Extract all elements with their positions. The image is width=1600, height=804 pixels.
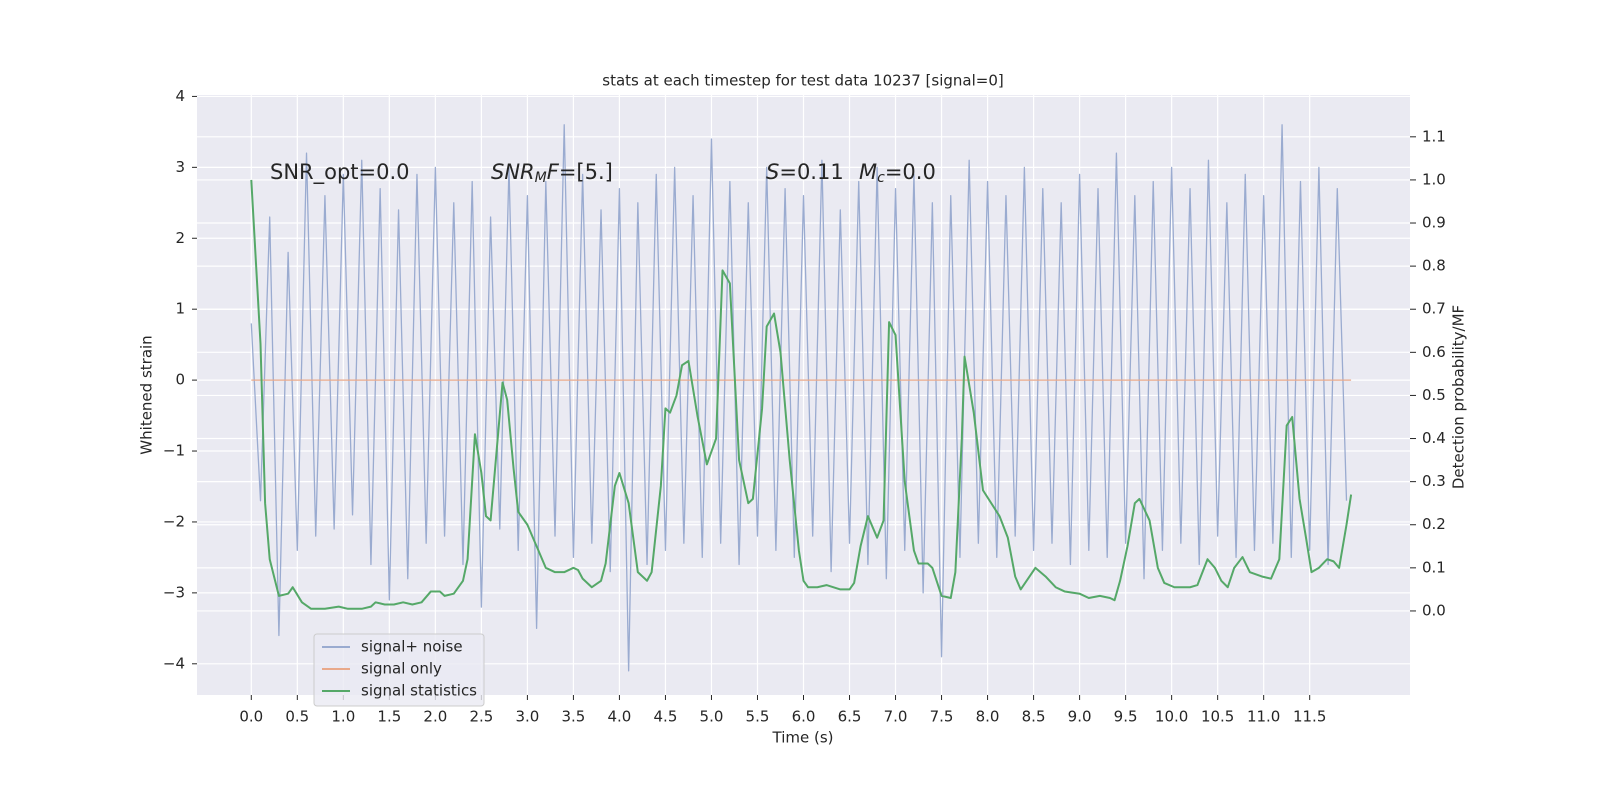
x-tick-label: 4.0 (608, 708, 632, 726)
annotation-part: SNR (491, 160, 535, 184)
legend-box (313, 633, 485, 707)
y2-tick-label: 0.6 (1422, 343, 1446, 361)
x-tick-label: 0.0 (239, 708, 263, 726)
y2-tick-label: 0.7 (1422, 300, 1446, 318)
labels: 0.0 0.5 1.0 1.5 2.0 2.5 3.0 3.5 4.0 4.5 5.0 5.5 6.0 6… (163, 87, 1446, 726)
x-tick-label: 10.0 (1155, 708, 1188, 726)
legend-label: signal+ noise (361, 638, 463, 656)
x-tick-label: 8.0 (976, 708, 1000, 726)
x-tick-label: 10.5 (1201, 708, 1234, 726)
chart-title: stats at each timestep for test data 102… (602, 72, 1003, 90)
x-tick-label: 7.0 (884, 708, 908, 726)
y-axis-label: Whitened strain (138, 335, 156, 454)
y2-tick-label: 0.9 (1422, 214, 1446, 232)
x-tick-label: 6.5 (838, 708, 862, 726)
annotation-part: F (547, 160, 560, 184)
x-tick-label: 1.0 (331, 708, 355, 726)
y2-tick-label: 0.8 (1422, 257, 1446, 275)
annotation: S=0.11 (766, 160, 844, 184)
annotation: SNR_opt=0.0 (270, 160, 410, 185)
legend-label: signal only (361, 660, 442, 678)
x-tick-label: 3.0 (515, 708, 539, 726)
x-tick-label: 9.5 (1114, 708, 1138, 726)
marks (250, 124, 1353, 672)
x-tick-label: 5.5 (746, 708, 770, 726)
x-tick-label: 1.5 (377, 708, 401, 726)
y2-tick-label: 1.1 (1422, 127, 1446, 145)
x-tick-label: 3.5 (561, 708, 585, 726)
y-tick-label: 1 (175, 300, 185, 318)
y2-tick-label: 0.1 (1422, 558, 1446, 576)
x-axis-label: Time (s) (772, 729, 834, 747)
y-tick-label: −2 (163, 512, 185, 530)
annotation-part: S (766, 160, 779, 184)
y-tick-label: −3 (163, 583, 185, 601)
series-line (250, 179, 1353, 610)
annotation-part: SNR_opt=0.0 (270, 160, 410, 185)
x-tick-label: 11.5 (1293, 708, 1326, 726)
y-tick-label: 4 (175, 87, 185, 105)
y-tick-label: 0 (175, 371, 185, 389)
annotation-part: c (877, 170, 885, 186)
annotation: SNRMF=[5.] (491, 160, 613, 186)
annotation-part: M (859, 160, 877, 184)
annotation-part: =0.0 (885, 160, 936, 184)
y2-tick-label: 0.4 (1422, 429, 1446, 447)
x-tick-label: 7.5 (930, 708, 954, 726)
x-tick-label: 8.5 (1022, 708, 1046, 726)
series-line (250, 124, 1348, 672)
y-tick-label: −4 (163, 654, 185, 672)
y-tick-label: −1 (163, 442, 185, 460)
y2-tick-label: 0.0 (1422, 601, 1446, 619)
x-tick-label: 2.0 (423, 708, 447, 726)
y-tick-label: 2 (175, 229, 185, 247)
y2-axis-label: Detection probability/MF (1450, 305, 1468, 489)
x-tick-label: 9.0 (1068, 708, 1092, 726)
y2-tick-label: 0.2 (1422, 515, 1446, 533)
annotation: Mc=0.0 (859, 160, 936, 186)
x-tick-label: 4.5 (654, 708, 678, 726)
annotation-part: =0.11 (779, 160, 843, 184)
legend-label: signal statistics (361, 682, 477, 700)
y2-tick-label: 0.3 (1422, 472, 1446, 490)
y-tick-label: 3 (175, 158, 185, 176)
y2-tick-label: 0.5 (1422, 386, 1446, 404)
annotation-part: =[5.] (559, 160, 613, 184)
x-tick-label: 5.0 (700, 708, 724, 726)
x-tick-label: 2.5 (469, 708, 493, 726)
x-tick-label: 6.0 (792, 708, 816, 726)
x-tick-label: 11.0 (1247, 708, 1280, 726)
y2-tick-label: 1.0 (1422, 170, 1446, 188)
annotation-part: M (535, 170, 547, 186)
x-tick-label: 0.5 (285, 708, 309, 726)
